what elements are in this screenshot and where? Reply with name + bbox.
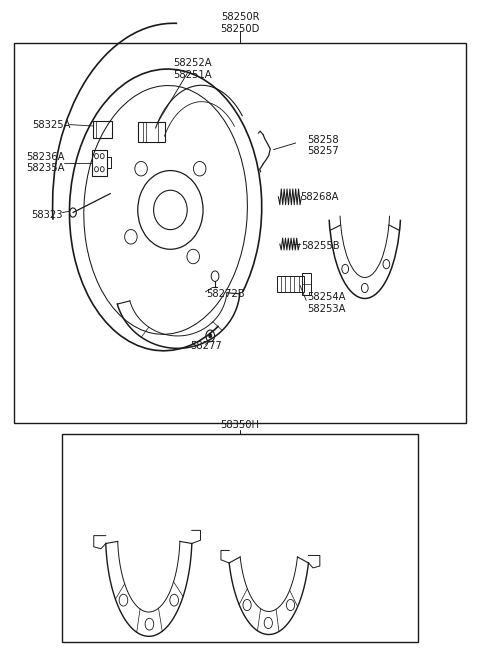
Text: 58325A: 58325A — [33, 119, 71, 130]
Text: 58323: 58323 — [31, 210, 62, 220]
Bar — [62, 434, 418, 642]
Text: 58236A
58235A: 58236A 58235A — [26, 152, 65, 173]
Text: 58255B: 58255B — [301, 241, 340, 251]
Bar — [93, 121, 112, 138]
Bar — [302, 273, 311, 295]
Bar — [138, 122, 165, 142]
Text: 58254A
58253A: 58254A 58253A — [307, 293, 346, 314]
Text: 58252A
58251A: 58252A 58251A — [173, 58, 211, 79]
Bar — [277, 276, 304, 292]
Text: 58258
58257: 58258 58257 — [307, 135, 339, 156]
Text: 58350H: 58350H — [220, 420, 260, 430]
Text: 58272B: 58272B — [206, 289, 245, 299]
Text: 58250R
58250D: 58250R 58250D — [220, 12, 260, 33]
Circle shape — [209, 334, 212, 338]
Bar — [14, 43, 466, 423]
Text: 58268A: 58268A — [300, 192, 338, 202]
Bar — [92, 150, 107, 176]
Text: 58277: 58277 — [191, 341, 222, 352]
